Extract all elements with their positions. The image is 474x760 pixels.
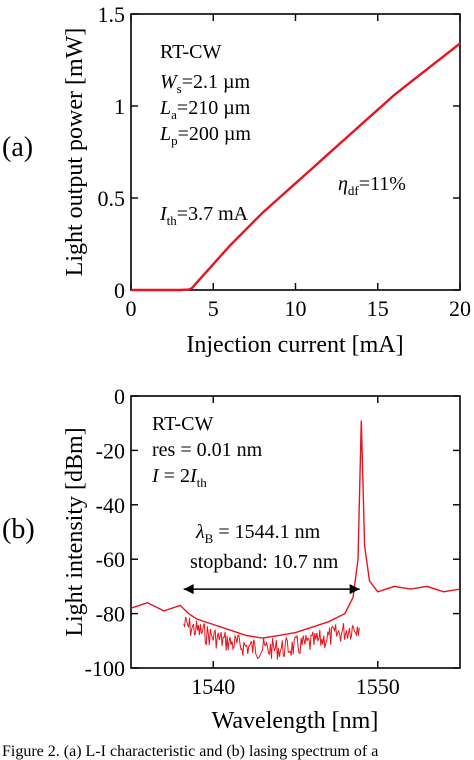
y-tick-label: 1 (114, 94, 125, 119)
x-tick-label: 5 (208, 296, 219, 321)
panel-b-spectrum (130, 420, 461, 639)
panel-b-ylabel: Light intensity [dBm] (62, 427, 88, 636)
panel-a-ticks: 0 5 10 15 20 0 0.5 1 1.5 (98, 2, 472, 321)
panel-a-label: (a) (2, 132, 33, 163)
x-tick-label: 1540 (191, 674, 235, 699)
stopband-arrowhead-left (183, 584, 194, 595)
y-tick-label: -60 (96, 547, 125, 572)
x-tick-label: 15 (367, 296, 389, 321)
y-tick-label: -40 (96, 493, 125, 518)
x-tick-label: 20 (449, 296, 471, 321)
y-tick-label: 1.5 (98, 2, 126, 27)
y-tick-label: -80 (96, 602, 125, 627)
figure-caption: Figure 2. (a) L-I characteristic and (b)… (2, 743, 378, 760)
panel-b-label: (b) (2, 514, 35, 545)
panel-a-xlabel: Injection current [mA] (186, 332, 403, 358)
x-tick-label: 0 (126, 296, 137, 321)
y-tick-label: -100 (85, 656, 125, 681)
panel-b-stopband-arrow (183, 584, 360, 595)
panel-b-resolution: res = 0.01 nm (152, 439, 263, 461)
panel-b-stopband-label: stopband: 10.7 nm (190, 551, 339, 573)
panel-b-condition: RT-CW (152, 413, 214, 435)
stopband-arrowhead-right (349, 584, 360, 595)
spectrum-noise (183, 616, 360, 660)
y-tick-label: -20 (96, 438, 125, 463)
panel-a-ws: Ws=2.1 µm (160, 71, 251, 96)
x-tick-label: 1550 (356, 674, 400, 699)
panel-a-condition: RT-CW (160, 41, 222, 63)
y-tick-label: 0 (114, 278, 125, 303)
panel-b-xlabel: Wavelength [nm] (212, 708, 379, 734)
panel-a-lp: Lp=200 µm (159, 123, 251, 148)
panel-a-la: La=210 µm (159, 97, 251, 122)
panel-b-ticks: 1540 1550 0 -20 -40 -60 -80 -100 (85, 384, 460, 699)
panel-b-current: I = 2Ith (151, 465, 207, 490)
panel-b-bragg-wavelength: λB = 1544.1 nm (195, 521, 321, 546)
y-tick-label: 0.5 (98, 186, 126, 211)
panel-a-slope-efficiency: ηdf=11% (338, 173, 406, 198)
panel-a-curve (131, 42, 461, 292)
panel-b-frame (130, 395, 461, 669)
panel-a-threshold: Ith=3.7 mA (159, 203, 249, 228)
y-tick-label: 0 (114, 384, 125, 409)
x-tick-label: 10 (285, 296, 307, 321)
panel-a-ylabel: Light output power [mW] (62, 28, 88, 277)
